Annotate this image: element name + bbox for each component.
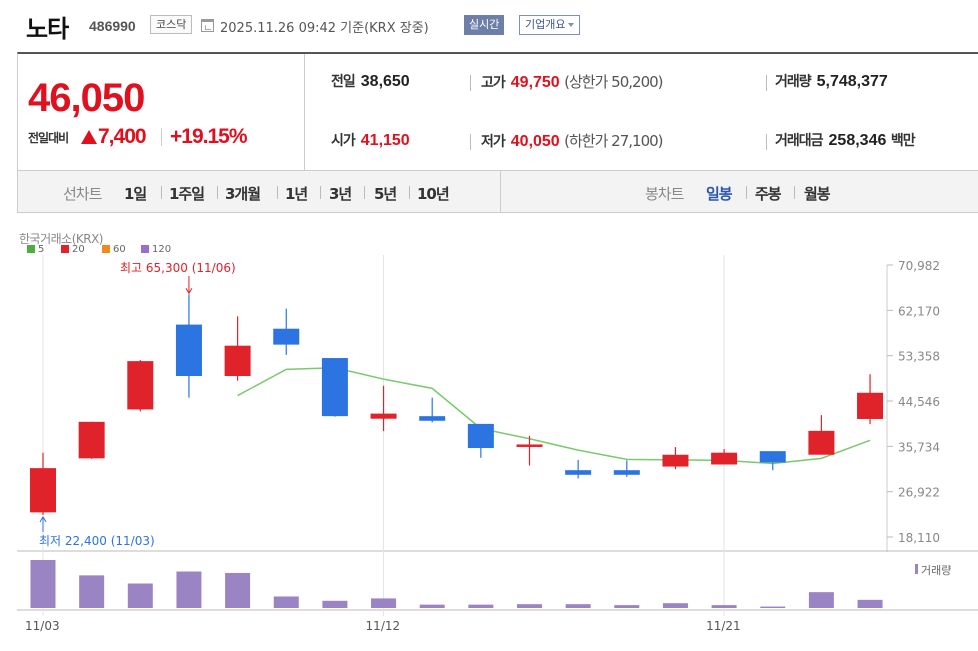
tab-10y[interactable]: 10년 [417, 185, 450, 203]
y-tick-label: 18,110 [898, 531, 940, 545]
volume-bar [127, 583, 153, 608]
x-tick-label: 11/21 [706, 619, 741, 633]
chevron-down-icon [568, 23, 575, 27]
tab-3y[interactable]: 3년 [329, 185, 352, 203]
up-arrow-icon [81, 130, 97, 144]
volume-bar [468, 604, 494, 608]
volume: 거래량 5,748,377 [775, 73, 888, 90]
candle-body [30, 468, 56, 513]
price-change: 7,400 [98, 125, 147, 148]
candle-body [808, 430, 835, 455]
tab-1d[interactable]: 1일 [124, 185, 147, 203]
quote-panel: 46,050 전일대비 7,400 +19.15% 전일 38,650 고가 49,… [17, 52, 978, 171]
candle-body [370, 413, 397, 419]
volume-bar [322, 600, 348, 608]
high-arrow-head [185, 287, 193, 295]
legend-ma120: 120 [141, 244, 171, 255]
tab-1y[interactable]: 1년 [285, 185, 308, 203]
volume-bar [419, 604, 445, 608]
open-price: 시가 41,150 [331, 132, 410, 149]
volume-bar [711, 605, 737, 608]
y-tick-label: 70,982 [898, 259, 940, 273]
candle-body [127, 361, 154, 410]
current-price: 46,050 [28, 76, 145, 120]
volume-bar [371, 598, 397, 608]
y-tick-label: 44,546 [898, 395, 940, 409]
chart-title: 한국거래소(KRX) [19, 232, 104, 246]
high-note: 최고 65,300 (11/06) [120, 261, 236, 275]
tab-weekly[interactable]: 주봉 [755, 185, 782, 203]
day-low: 저가 40,050 (하한가 27,100) [481, 132, 664, 150]
quote-timestamp: 2025.11.26 09:42 기준(KRX 장중) [220, 21, 429, 36]
change-label: 전일대비 [28, 131, 69, 145]
y-tick-label: 53,358 [898, 350, 940, 364]
volume-bar [565, 604, 591, 608]
tab-5y[interactable]: 5년 [374, 185, 397, 203]
company-overview-label: 기업개요 [525, 18, 566, 31]
candle-body [759, 451, 786, 463]
divider [161, 128, 162, 146]
legend-ma5: 5 [27, 244, 44, 255]
tab-daily[interactable]: 일봉 [706, 185, 733, 203]
tab-3m[interactable]: 3개월 [225, 185, 261, 203]
x-tick-label: 11/03 [25, 619, 60, 633]
x-tick-label: 11/12 [366, 619, 401, 633]
line-chart-label: 선차트 [63, 185, 102, 203]
candle-body [711, 452, 738, 465]
candle-body [175, 324, 202, 377]
volume-bar [808, 592, 834, 608]
current-price-block: 46,050 전일대비 7,400 +19.15% [18, 54, 305, 170]
stock-code: 486990 [89, 18, 136, 34]
candle-body [662, 454, 689, 467]
volume-bar [79, 575, 105, 608]
candle-body [613, 470, 640, 475]
candle-body [467, 423, 494, 449]
company-overview-dropdown[interactable]: 기업개요 [519, 15, 581, 35]
candle-body [565, 470, 592, 475]
legend-ma20: 20 [61, 244, 85, 255]
tab-monthly[interactable]: 월봉 [804, 185, 831, 203]
candle-body [321, 358, 348, 417]
price-change-percent: +19.15% [170, 125, 247, 148]
stock-name: 노타 [26, 15, 69, 43]
day-high: 고가 49,750 (상한가 50,200) [481, 73, 664, 91]
candle-body [419, 416, 446, 421]
calendar-icon [201, 19, 214, 32]
volume-legend-swatch [915, 564, 918, 574]
y-tick-label: 26,922 [898, 486, 940, 500]
candle-body [224, 345, 251, 377]
candle-chart-label: 봉차트 [645, 185, 684, 203]
candle-body [273, 328, 300, 345]
realtime-button[interactable]: 실시간 [464, 15, 505, 35]
market-badge: 코스닥 [150, 15, 193, 34]
volume-legend-label: 거래량 [921, 564, 951, 577]
volume-bar [30, 560, 56, 608]
volume-bar [662, 603, 688, 608]
volume-bar [614, 605, 640, 608]
prev-close: 전일 38,650 [331, 73, 410, 90]
candle-body [857, 392, 884, 419]
legend-ma60: 60 [102, 244, 126, 255]
period-tabs: 선차트 1일 1주일 3개월 1년 3년 5년 10년 봉차트 일봉 주봉 월봉 [17, 171, 978, 213]
volume-bar [517, 604, 542, 608]
volume-bar [176, 571, 202, 608]
low-note: 최저 22,400 (11/03) [39, 534, 155, 548]
candle-body [516, 444, 543, 447]
volume-bar [273, 596, 299, 608]
stock-header: 노타 486990 코스닥 2025.11.26 09:42 기준(KRX 장중… [0, 0, 978, 52]
volume-bar [225, 572, 251, 608]
volume-bar [760, 606, 786, 608]
y-tick-label: 35,734 [898, 440, 940, 454]
trading-value: 거래대금 258,346 백만 [775, 132, 916, 149]
tab-1w[interactable]: 1주일 [169, 185, 205, 203]
candle-body [78, 421, 105, 459]
volume-bar [857, 599, 883, 608]
low-arrow-head [39, 515, 47, 523]
y-tick-label: 62,170 [898, 304, 940, 318]
